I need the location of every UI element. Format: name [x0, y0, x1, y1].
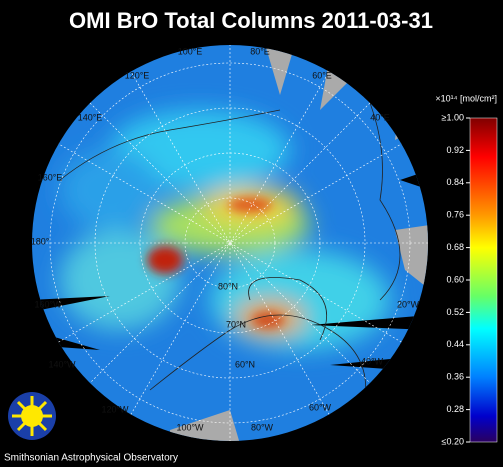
colorbar-tick-label: 0.36 — [446, 372, 464, 382]
latitude-labels: 80°N 70°N 60°N — [218, 281, 255, 369]
longitude-label: 120°E — [125, 70, 150, 80]
longitude-label: 40°E — [370, 112, 390, 122]
colorbar-tick-label: ≥1.00 — [442, 112, 464, 122]
colorbar-tick-label: 0.44 — [446, 339, 464, 349]
colorbar-tick-label: 0.92 — [446, 145, 464, 155]
longitude-label: 80°E — [250, 46, 270, 56]
longitude-label: 60°W — [309, 402, 332, 412]
latitude-label: 60°N — [235, 359, 255, 369]
map — [32, 45, 428, 441]
latitude-label: 80°N — [218, 281, 238, 291]
longitude-label: 120°W — [101, 404, 129, 414]
longitude-label: 140°E — [78, 112, 103, 122]
colorbar-tick-label: 0.52 — [446, 307, 464, 317]
longitude-label: 20°W — [397, 299, 420, 309]
longitude-label: 160°W — [34, 299, 62, 309]
longitude-label: 80°W — [251, 422, 274, 432]
title: OMI BrO Total Columns 2011-03-31 — [69, 8, 433, 33]
colorbar-label: ×10¹⁴ [mol/cm²] — [435, 93, 497, 103]
colorbar-tick-label: 0.60 — [446, 274, 464, 284]
footer-credit: Smithsonian Astrophysical Observatory — [4, 453, 178, 464]
colorbar-tick-label: 0.76 — [446, 210, 464, 220]
latitude-label: 70°N — [226, 319, 246, 329]
colorbar-tick-label: 0.28 — [446, 404, 464, 414]
logo — [8, 392, 56, 440]
colorbar — [469, 117, 498, 443]
colorbar-tick-label: ≤0.20 — [442, 436, 464, 446]
colorbar-ticks: ≥1.00 0.92 0.84 0.76 0.68 0.60 0.52 0.44 0.36 0.2… — [442, 112, 470, 446]
colorbar-tick-label: 0.84 — [446, 177, 464, 187]
longitude-label: 60°E — [312, 70, 332, 80]
longitude-label: 100°E — [178, 46, 203, 56]
longitude-label: 160°E — [38, 172, 63, 182]
colorbar-tick-label: 0.68 — [446, 242, 464, 252]
longitude-label: 40°W — [361, 356, 384, 366]
longitude-label: 140°W — [48, 359, 76, 369]
longitude-labels: 120°E 100°E 80°E 60°E 40°E 140°E 160°E 1… — [31, 46, 420, 432]
longitude-label: 100°W — [176, 422, 204, 432]
longitude-label: 180° — [31, 236, 50, 246]
